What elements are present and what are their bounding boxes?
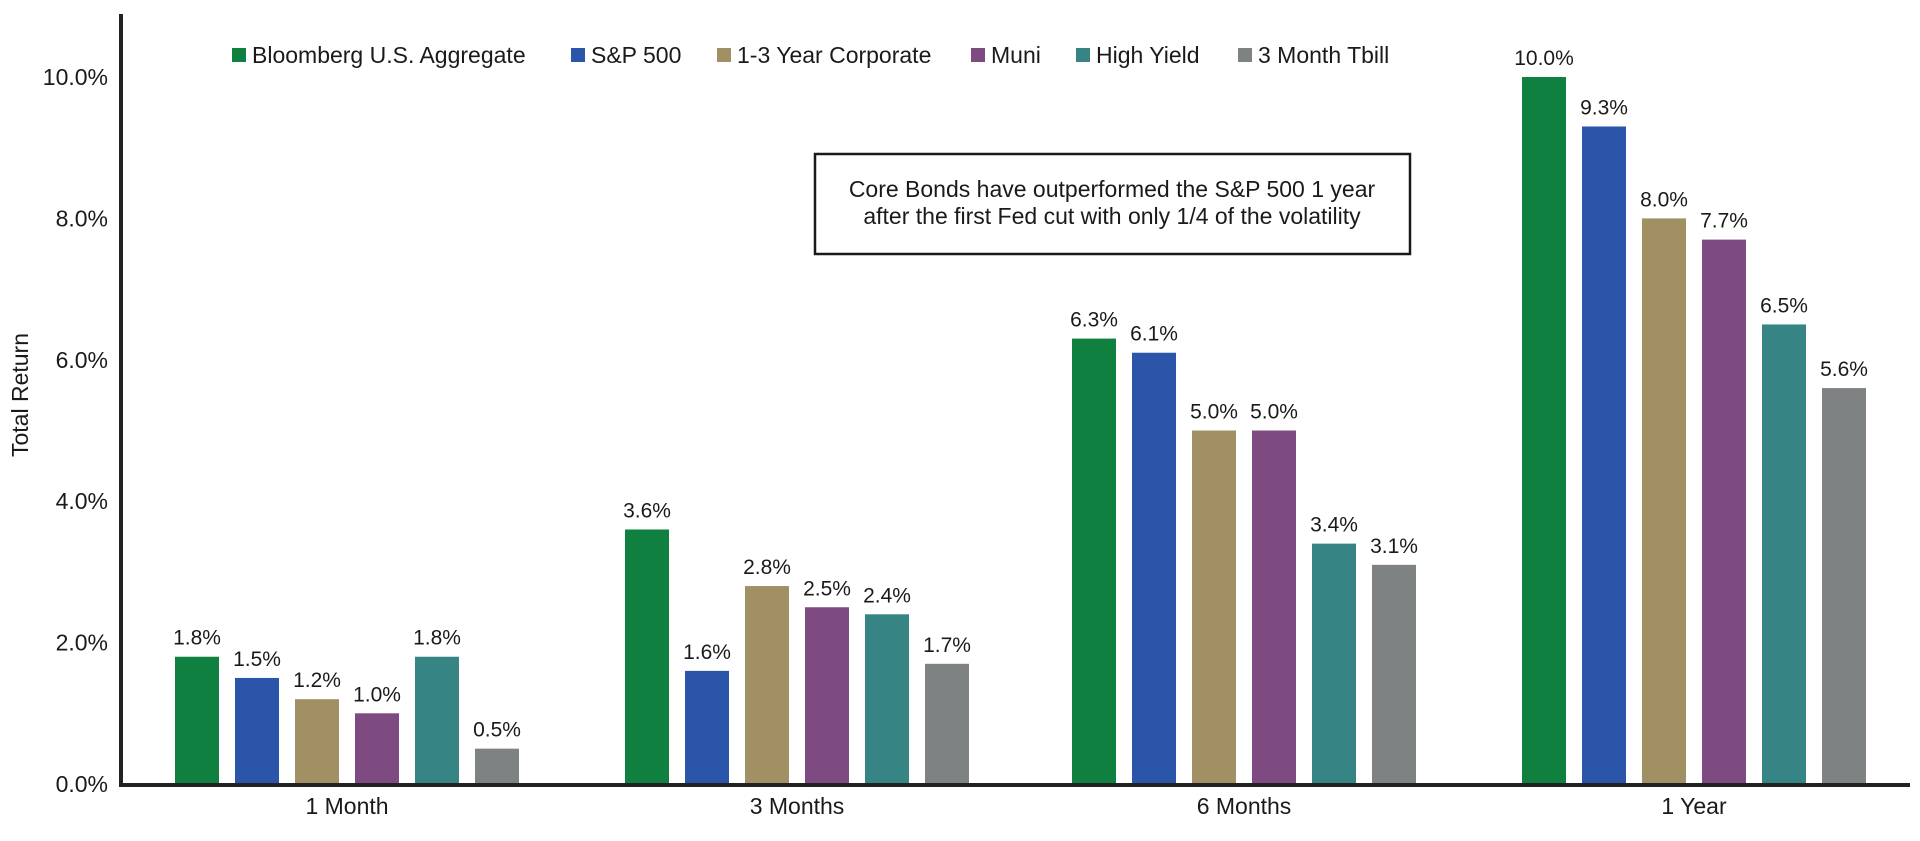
y-axis-title: Total Return [7,333,33,457]
bar [925,663,969,784]
bar [1072,338,1116,784]
legend-swatch [1238,48,1252,62]
y-tick-label: 0.0% [56,771,108,797]
data-labels-group: 1.8% 1.5% 1.2% 1.0% 1.8% 0.5% 3.6% 1.6% 2.8% 2.5%… [173,47,1868,742]
bar [865,614,909,784]
x-category-label: 6 Months [1197,793,1292,819]
legend-swatch [232,48,246,62]
y-tick-label: 6.0% [56,347,108,373]
bar [745,586,789,784]
bars-group [175,77,1866,785]
bar-data-label: 5.6% [1820,358,1868,381]
legend-item: Bloomberg U.S. Aggregate [232,42,526,68]
bar [475,748,519,784]
y-axis-ticks: 0.0% 2.0% 4.0% 6.0% 8.0% 10.0% [43,64,108,797]
x-category-label: 3 Months [750,793,845,819]
bar-data-label: 1.2% [293,669,341,692]
bar [1822,388,1866,784]
legend-label: S&P 500 [591,42,681,68]
legend-label: 1-3 Year Corporate [737,42,931,68]
legend-swatch [571,48,585,62]
bar-data-label: 5.0% [1190,401,1238,424]
legend-label: 3 Month Tbill [1258,42,1389,68]
bar-data-label: 3.4% [1310,514,1358,537]
bar-data-label: 1.8% [413,627,461,650]
bar [1192,430,1236,784]
bar [1252,430,1296,784]
bar [805,607,849,784]
y-tick-label: 10.0% [43,64,108,90]
bar-data-label: 9.3% [1580,96,1628,119]
y-tick-label: 2.0% [56,630,108,656]
bar-data-label: 2.8% [743,556,791,579]
bar [625,529,669,784]
bar-data-label: 3.6% [623,499,671,522]
bar [235,677,279,784]
y-tick-label: 8.0% [56,205,108,231]
bar-data-label: 1.8% [173,627,221,650]
bar [415,656,459,784]
bar [1762,324,1806,784]
annotation-box: Core Bonds have outperformed the S&P 500… [813,152,1412,256]
annotation-line-1: Core Bonds have outperformed the S&P 500… [849,176,1376,202]
bar-data-label: 3.1% [1370,535,1418,558]
bar-data-label: 1.5% [233,648,281,671]
bar-data-label: 7.7% [1700,210,1748,233]
bar-data-label: 1.7% [923,634,971,657]
legend-label: High Yield [1096,42,1200,68]
bar [1582,126,1626,785]
x-axis-labels: 1 Month 3 Months 6 Months 1 Year [305,793,1727,819]
legend-swatch [717,48,731,62]
bar [295,699,339,784]
bar-data-label: 2.5% [803,577,851,600]
bar [1522,77,1566,784]
bar [1312,543,1356,784]
bar-data-label: 2.4% [863,584,911,607]
bar [355,713,399,784]
bar-data-label: 1.0% [353,683,401,706]
bar [1702,239,1746,785]
bar [175,656,219,784]
legend-item: 1-3 Year Corporate [717,42,931,68]
bar-data-label: 6.1% [1130,323,1178,346]
bar-data-label: 6.5% [1760,294,1808,317]
bar [1132,352,1176,784]
legend-swatch [1076,48,1090,62]
legend-label: Muni [991,42,1041,68]
legend-swatch [971,48,985,62]
bar-data-label: 1.6% [683,641,731,664]
legend-item: S&P 500 [571,42,681,68]
x-category-label: 1 Year [1661,793,1727,819]
bar-data-label: 0.5% [473,719,521,742]
x-category-label: 1 Month [305,793,388,819]
legend: Bloomberg U.S. Aggregate S&P 500 1-3 Year … [232,42,1389,68]
bar-data-label: 10.0% [1514,47,1574,70]
legend-item: 3 Month Tbill [1238,42,1389,68]
y-tick-label: 4.0% [56,488,108,514]
bar-data-label: 8.0% [1640,188,1688,211]
legend-item: Muni [971,42,1041,68]
legend-item: High Yield [1076,42,1200,68]
bar [1372,564,1416,784]
annotation-border [813,152,1412,256]
annotation-line-2: after the first Fed cut with only 1/4 of… [863,203,1361,229]
legend-label: Bloomberg U.S. Aggregate [252,42,526,68]
bar [1642,218,1686,784]
bar [685,670,729,784]
bar-data-label: 5.0% [1250,401,1298,424]
bar-data-label: 6.3% [1070,309,1118,332]
